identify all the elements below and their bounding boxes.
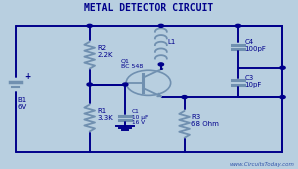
Circle shape (158, 24, 164, 27)
Text: METAL DETECTOR CIRCUIT: METAL DETECTOR CIRCUIT (84, 3, 214, 13)
Circle shape (87, 83, 92, 86)
Text: B1
6V: B1 6V (17, 97, 26, 110)
Circle shape (122, 83, 128, 86)
Text: +: + (24, 72, 30, 81)
Circle shape (280, 66, 285, 69)
Text: R1
3.3K: R1 3.3K (97, 108, 113, 121)
Circle shape (280, 95, 285, 99)
Text: C3
10pF: C3 10pF (244, 75, 262, 88)
Circle shape (158, 63, 164, 66)
Text: www.CircuitsToday.com: www.CircuitsToday.com (229, 162, 294, 167)
Circle shape (87, 24, 92, 27)
Circle shape (182, 95, 187, 99)
Text: R3
68 Ohm: R3 68 Ohm (191, 114, 219, 127)
Text: Q1
BC 548: Q1 BC 548 (121, 59, 143, 69)
Text: C1
10 μF
16 V: C1 10 μF 16 V (132, 109, 148, 126)
Text: C4
100pF: C4 100pF (244, 39, 266, 52)
Circle shape (235, 24, 241, 27)
Text: R2
2.2K: R2 2.2K (97, 45, 113, 58)
Text: L1: L1 (167, 39, 176, 45)
